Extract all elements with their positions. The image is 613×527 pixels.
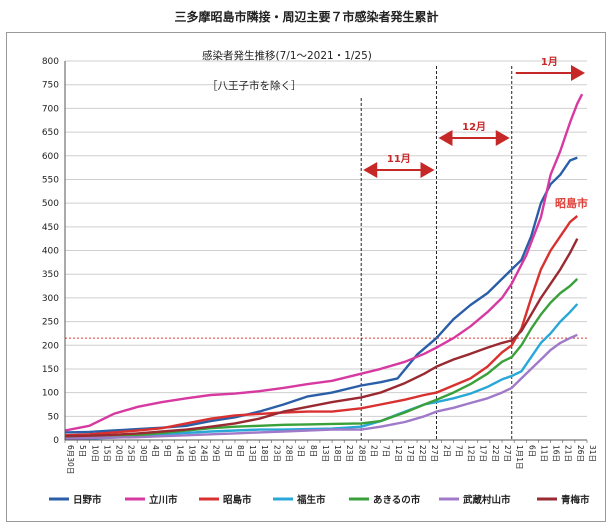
legend-label: 昭島市 [223,494,252,506]
y-tick-label: 700 [42,104,59,114]
period-label: 1月 [541,56,558,68]
x-tick-label: 16日 [552,445,561,462]
x-tick-label: 24日 [200,445,209,462]
y-tick-label: 800 [42,57,59,67]
x-tick-label: 20日 [115,445,124,462]
x-tick-label: 30日 [139,445,148,462]
y-tick-label: 550 [42,175,59,185]
y-tick-label: 200 [42,341,59,351]
x-tick-label: 23日 [272,445,281,462]
series-line [64,333,578,440]
y-tick-label: 750 [42,81,59,91]
x-tick-label: 22日 [418,445,427,462]
y-tick-label: 600 [42,152,59,162]
period-markers: 11月 12月 1月 [360,56,585,440]
x-tick-label: 28日 [285,445,294,462]
x-tick-label: 26日 [576,445,585,462]
y-tick-label: 250 [42,318,59,328]
x-tick-label: 18日 [260,445,269,462]
series-line [64,278,579,439]
axis-layer: 0 50 100 150 200 250 300 350 400 450 500 550 600 650 7… [42,57,597,474]
x-tick-label: 28日 [357,445,366,462]
x-tick-label: 5日 [78,445,87,457]
x-tick-label: 15日 [102,445,111,462]
y-tick-label: 400 [42,247,59,257]
series-line [64,156,578,434]
series-line [64,214,579,437]
series-line [64,238,579,438]
x-tick-label: 2日 [442,445,451,457]
x-tick-label: 7日 [382,445,391,457]
x-tick-label: 9日 [163,445,172,457]
period-label: 11月 [387,153,411,165]
chart-note: ［八王子市を除く］ [207,79,302,92]
x-tick-label: 8日 [309,445,318,457]
x-tick-label: 3日 [224,445,233,457]
x-tick-label: 17日 [479,445,488,462]
x-tick-label: 7日 [454,445,463,457]
x-tick-label: 4日 [151,445,160,457]
x-tick-label: 3日 [297,445,306,457]
x-tick-label: 12日 [467,445,476,462]
chart-frame: 11月 12月 1月 0 50 100 150 200 250 300 350 400 450 500 5… [6,32,606,522]
x-tick-label: 19日 [187,445,196,462]
y-tick-label: 0 [53,436,59,446]
legend-label: あきるの市 [373,494,421,506]
x-tick-label: 6日 [527,445,536,457]
y-tick-label: 150 [42,365,59,375]
y-tick-label: 500 [42,199,59,209]
y-tick-label: 350 [42,270,59,280]
x-tick-label: 2日 [369,445,378,457]
chart-title: 三多摩昭島市隣接・周辺主要７市感染者発生累計 [174,10,439,24]
y-tick-label: 450 [42,223,59,233]
x-tick-label: 10日 [90,445,99,462]
x-tick-label: 13日 [321,445,330,462]
series-layer [64,93,584,441]
x-tick-label: 1月1日 [515,445,524,470]
y-tick-label: 300 [42,294,59,304]
y-tick-label: 650 [42,128,59,138]
legend-label: 日野市 [73,494,102,506]
x-tick-label: 21日 [564,445,573,462]
x-tick-label: 27日 [503,445,512,462]
period-label: 12月 [462,121,486,133]
series-line [64,93,584,432]
legend: 日野市 立川市 昭島市 福生市 あきるの市 武蔵村山市 青梅市 [49,494,590,506]
legend-label: 武蔵村山市 [463,494,511,506]
line-chart: 11月 12月 1月 0 50 100 150 200 250 300 350 400 450 500 5… [42,49,597,506]
x-tick-label: 23日 [345,445,354,462]
annotation-layer: 感染者発生推移(7/1～2021・1/25) ［八王子市を除く］ 昭島市 [202,49,588,210]
x-tick-label: 22日 [491,445,500,462]
x-tick-label: 31日 [588,445,597,462]
chart-subtitle: 感染者発生推移(7/1～2021・1/25) [202,49,372,62]
series-line [64,303,579,441]
y-tick-label: 50 [48,412,60,422]
x-tick-label: 27日 [430,445,439,462]
legend-label: 青梅市 [561,494,590,506]
x-tick-label: 29日 [212,445,221,462]
x-tick-label: 25日 [127,445,136,462]
legend-label: 福生市 [296,494,326,506]
x-tick-label: 6月30日 [66,445,75,474]
x-tick-label: 14日 [175,445,184,462]
x-tick-label: 17日 [406,445,415,462]
x-tick-label: 11日 [539,445,548,462]
y-tick-label: 100 [42,389,59,399]
highlight-label: 昭島市 [555,196,588,210]
grid-layer [65,60,587,441]
x-tick-label: 13日 [248,445,257,462]
legend-label: 立川市 [149,494,178,506]
x-tick-label: 8日 [236,445,245,457]
x-tick-label: 18日 [333,445,342,462]
x-tick-label: 12日 [394,445,403,462]
